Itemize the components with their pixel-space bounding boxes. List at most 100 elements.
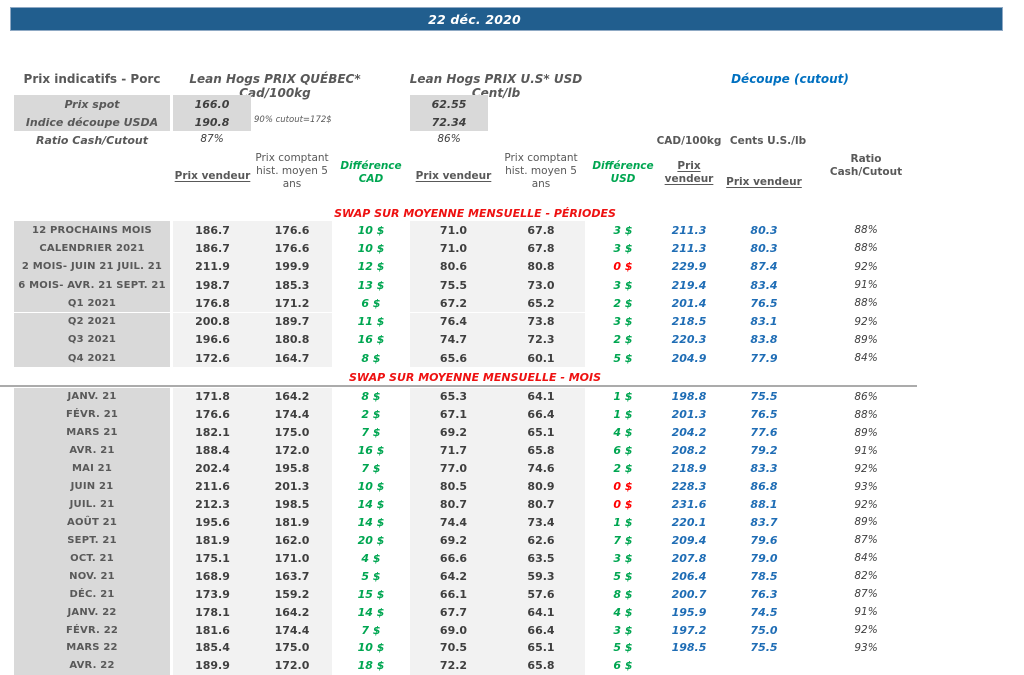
cell-cut-lb: 76.3 <box>750 587 778 601</box>
cell-label: AVR. 22 <box>14 656 170 675</box>
cell-label: NOV. 21 <box>14 567 170 586</box>
cell-pv-cad: 196.6 <box>173 330 252 350</box>
cell-cut-lb: 75.5 <box>750 641 778 655</box>
cell-d-cad: 7 $ <box>361 462 381 476</box>
cell-cut-cad: 198.5 <box>671 641 707 655</box>
table-row: 2 MOIS- JUIN 21 JUIL. 21 211.9 199.9 12 $ 80… <box>0 257 1024 276</box>
date-bar: 22 déc. 2020 <box>10 7 1003 31</box>
cell-cut-cad: 198.8 <box>671 390 707 404</box>
cell-ratio: 88% <box>854 408 878 421</box>
cell-d-cad: 10 $ <box>357 641 385 655</box>
usda-index-usd: 72.34 <box>410 113 488 131</box>
cell-cut-lb: 76.5 <box>750 296 778 310</box>
table-row: MARS 22 185.4 175.0 10 $ 70.5 65.1 5 $ 198.5 75.… <box>0 639 1024 657</box>
cell-pv-usd: 65.6 <box>410 349 497 368</box>
cell-cut-lb: 77.9 <box>750 351 778 365</box>
table-row: Q2 2021 200.8 189.7 11 $ 76.4 73.8 3 $ 218.5 83.… <box>0 312 1024 331</box>
report-date: 22 déc. 2020 <box>428 11 521 27</box>
table-row: 12 PROCHAINS MOIS 186.7 176.6 10 $ 71.0 67.8 3… <box>0 221 1024 240</box>
cell-pc-cad: 198.5 <box>252 495 332 514</box>
cell-pv-usd: 67.2 <box>410 294 497 313</box>
cell-cut-lb: 74.5 <box>750 605 778 619</box>
cell-pv-usd: 69.2 <box>410 423 497 442</box>
cell-label: 2 MOIS- JUIN 21 JUIL. 21 <box>14 257 170 276</box>
cell-d-usd: 4 $ <box>613 605 633 619</box>
cell-d-usd: 1 $ <box>613 515 633 529</box>
section-title-mois: SWAP SUR MOYENNE MENSUELLE - MOIS <box>348 371 602 384</box>
cell-label: JANV. 21 <box>14 388 170 406</box>
spot-price-label: Prix spot <box>14 95 170 113</box>
cell-d-usd: 3 $ <box>613 315 633 329</box>
cell-ratio: 91% <box>854 279 878 292</box>
cell-cut-cad <box>656 657 722 675</box>
cell-ratio: 92% <box>854 260 878 273</box>
cell-pv-cad: 186.7 <box>173 239 252 258</box>
cell-cut-lb: 88.1 <box>750 498 778 512</box>
cell-d-cad: 10 $ <box>357 223 385 237</box>
cell-ratio: 92% <box>854 462 878 475</box>
cell-ratio: 93% <box>854 641 878 654</box>
cell-d-usd: 1 $ <box>613 390 633 404</box>
cell-pv-usd: 80.5 <box>410 477 497 496</box>
col-head-prix-vendeur-cutout-cad: Prix vendeur <box>664 160 714 186</box>
cell-label: JANV. 22 <box>14 603 170 622</box>
cash-cutout-ratio-cad: 87% <box>200 133 224 145</box>
cell-pv-usd: 71.0 <box>410 239 497 258</box>
cell-d-usd: 0 $ <box>613 260 633 274</box>
cell-pc-usd: 80.8 <box>497 257 585 276</box>
cell-d-cad: 14 $ <box>357 605 385 619</box>
table-row: JUIN 21 211.6 201.3 10 $ 80.5 80.9 0 $ 228.3 86.… <box>0 477 1024 496</box>
col-head-prix-comptant-cad: Prix comptant hist. moyen 5 ans <box>255 152 329 191</box>
cash-cutout-ratio-label: Ratio Cash/Cutout <box>35 134 148 147</box>
cell-cut-cad: 195.9 <box>671 605 707 619</box>
cell-d-cad: 4 $ <box>361 551 381 565</box>
cell-label: FÉVR. 21 <box>14 405 170 424</box>
table-row: SEPT. 21 181.9 162.0 20 $ 69.2 62.6 7 $ 209.4 79… <box>0 531 1024 550</box>
table-row: MAI 21 202.4 195.8 7 $ 77.0 74.6 2 $ 218.9 83.3 9… <box>0 459 1024 478</box>
cell-d-usd: 6 $ <box>613 659 633 673</box>
cell-pc-cad: 164.7 <box>252 349 332 368</box>
cell-pc-usd: 66.4 <box>497 405 585 424</box>
cell-pc-cad: 189.7 <box>252 312 332 331</box>
usda-index-cad: 190.8 <box>173 113 251 131</box>
cell-d-cad: 13 $ <box>357 278 385 292</box>
cell-d-cad: 8 $ <box>361 351 381 365</box>
cell-ratio: 86% <box>854 390 878 403</box>
table-row: MARS 21 182.1 175.0 7 $ 69.2 65.1 4 $ 204.2 77.6… <box>0 423 1024 442</box>
cell-ratio: 88% <box>854 224 878 237</box>
cell-d-cad: 6 $ <box>361 296 381 310</box>
col-head-cad-100kg: CAD/100kg <box>656 135 722 147</box>
cell-pv-cad: 211.9 <box>173 257 252 276</box>
table-row: OCT. 21 175.1 171.0 4 $ 66.6 63.5 3 $ 207.8 79.0… <box>0 549 1024 568</box>
cell-ratio: 92% <box>854 624 878 637</box>
cell-d-usd: 3 $ <box>613 551 633 565</box>
cell-cut-lb: 75.0 <box>750 623 778 637</box>
cell-pv-cad: 182.1 <box>173 423 252 442</box>
cell-d-usd: 4 $ <box>613 426 633 440</box>
cell-d-usd: 2 $ <box>613 462 633 476</box>
cell-d-cad: 16 $ <box>357 333 385 347</box>
cell-pc-usd: 63.5 <box>497 549 585 568</box>
cell-pv-usd: 77.0 <box>410 459 497 478</box>
col-head-prix-vendeur-usd: Prix vendeur <box>415 170 492 182</box>
spot-price-cad: 166.0 <box>173 95 251 113</box>
cell-pv-cad: 185.4 <box>173 639 252 657</box>
cell-d-cad: 5 $ <box>361 569 381 583</box>
usda-index-label: Indice découpe USDA <box>14 113 170 131</box>
cell-cut-lb: 83.4 <box>750 278 778 292</box>
cell-cut-cad: 200.7 <box>671 587 707 601</box>
cash-cutout-ratio-usd: 86% <box>437 133 461 145</box>
cell-d-usd: 3 $ <box>613 241 633 255</box>
cell-cut-lb: 83.1 <box>750 315 778 329</box>
cell-pc-usd: 80.7 <box>497 495 585 514</box>
cell-pv-cad: 200.8 <box>173 312 252 331</box>
cell-label: MAI 21 <box>14 459 170 478</box>
cell-pv-usd: 67.1 <box>410 405 497 424</box>
cell-label: JUIN 21 <box>14 477 170 496</box>
cell-d-cad: 10 $ <box>357 241 385 255</box>
cell-pv-cad: 211.6 <box>173 477 252 496</box>
cell-cut-lb: 83.3 <box>750 462 778 476</box>
cell-cut-lb: 79.6 <box>750 533 778 547</box>
page-title: Prix indicatifs - Porc <box>23 72 161 86</box>
cell-d-cad: 18 $ <box>357 659 385 673</box>
